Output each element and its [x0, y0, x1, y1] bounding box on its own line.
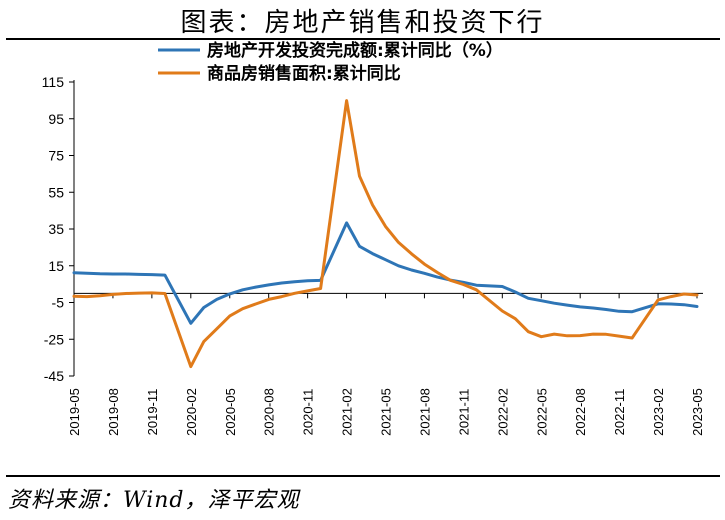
- y-tick-label: 35: [48, 221, 64, 237]
- x-tick-label: 2021-08: [417, 388, 432, 436]
- series-line-investment: [72, 221, 699, 325]
- x-tick-label: 2020-05: [223, 388, 238, 436]
- y-tick-label: 95: [48, 111, 64, 127]
- bottom-rule: [6, 475, 720, 477]
- x-tick-label: 2020-11: [301, 389, 316, 436]
- y-tick-label: -45: [44, 368, 64, 384]
- x-tick-label: 2023-02: [651, 388, 666, 436]
- x-tick-label: 2020-08: [262, 388, 277, 436]
- chart-title: 图表：房地产销售和投资下行: [180, 8, 545, 38]
- x-tick-label: 2022-05: [534, 388, 549, 436]
- source-note: 资料来源：Wind，泽平宏观: [8, 488, 300, 513]
- x-tick-label: 2023-05: [690, 388, 705, 436]
- x-tick-label: 2019-05: [67, 388, 82, 436]
- x-tick-label: 2022-02: [495, 388, 510, 436]
- y-tick-label: -25: [44, 331, 64, 347]
- y-tick-label: 15: [48, 258, 64, 274]
- x-tick-label: 2021-05: [379, 388, 394, 436]
- x-tick-label: 2021-02: [340, 388, 355, 436]
- y-tick-label: 115: [42, 74, 65, 90]
- x-tick-label: 2021-11: [456, 389, 471, 436]
- x-tick-label: 2020-02: [184, 388, 199, 436]
- x-tick-label: 2019-08: [106, 388, 121, 436]
- x-tick-label: 2019-11: [145, 389, 160, 436]
- x-tick-label: 2022-11: [612, 389, 627, 436]
- series-lines: [72, 99, 699, 369]
- top-rule: [6, 38, 720, 40]
- x-tick-label: 2022-08: [573, 388, 588, 436]
- legend: 房地产开发投资完成额:累计同比（%）商品房销售面积:累计同比: [158, 40, 503, 84]
- y-tick-label: 55: [48, 184, 64, 200]
- y-tick-label: -5: [52, 295, 65, 311]
- y-tick-label: 75: [48, 148, 64, 164]
- legend-label: 房地产开发投资完成额:累计同比（%）: [207, 40, 503, 61]
- legend-label: 商品房销售面积:累计同比: [207, 63, 401, 84]
- series-line-sales: [72, 99, 699, 369]
